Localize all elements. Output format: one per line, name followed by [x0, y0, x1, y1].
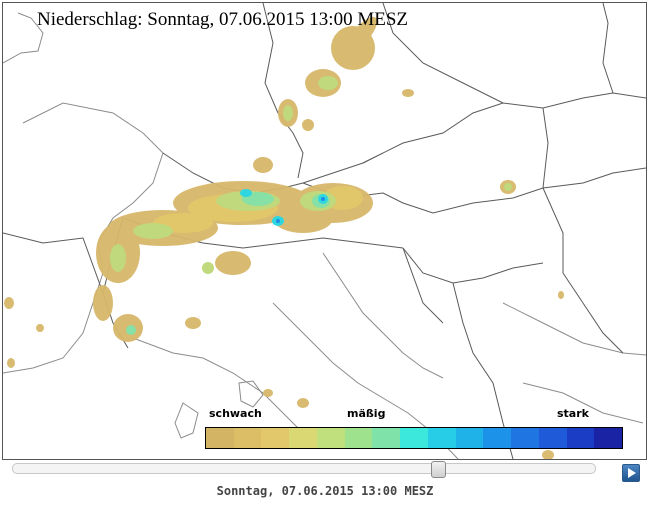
- legend-swatch-2: [233, 428, 262, 448]
- coastlines: [3, 12, 646, 459]
- legend-label-low: schwach: [209, 407, 262, 420]
- legend-swatch-11: [483, 428, 512, 448]
- legend-swatch-9: [427, 428, 456, 448]
- map-canvas: [3, 3, 646, 459]
- legend-label-high: stark: [557, 407, 589, 420]
- legend-swatch-8: [400, 428, 428, 448]
- legend-swatch-7: [372, 428, 401, 448]
- legend-swatch-12: [511, 428, 539, 448]
- time-slider-track[interactable]: [12, 463, 596, 474]
- precipitation-map: Niederschlag: Sonntag, 07.06.2015 13:00 …: [2, 2, 647, 460]
- time-slider-thumb[interactable]: [430, 461, 446, 478]
- legend-swatch-15: [594, 428, 623, 448]
- country-borders: [3, 3, 646, 459]
- legend-label-mid: mäßig: [347, 407, 386, 420]
- play-button[interactable]: [622, 464, 640, 482]
- legend-swatch-1: [206, 428, 234, 448]
- timestamp-label: Sonntag, 07.06.2015 13:00 MESZ: [216, 484, 434, 498]
- precipitation-cells: [4, 16, 564, 459]
- legend-swatch-4: [289, 428, 317, 448]
- map-title: Niederschlag: Sonntag, 07.06.2015 13:00 …: [37, 9, 408, 30]
- play-icon: [628, 468, 636, 478]
- legend-swatch-14: [566, 428, 595, 448]
- legend-swatch-5: [316, 428, 345, 448]
- legend-swatch-10: [455, 428, 484, 448]
- legend-swatch-3: [261, 428, 290, 448]
- legend-swatch-6: [344, 428, 373, 448]
- legend-color-bar: [205, 427, 623, 449]
- precipitation-legend: schwach mäßig stark: [203, 407, 623, 451]
- legend-swatch-13: [538, 428, 567, 448]
